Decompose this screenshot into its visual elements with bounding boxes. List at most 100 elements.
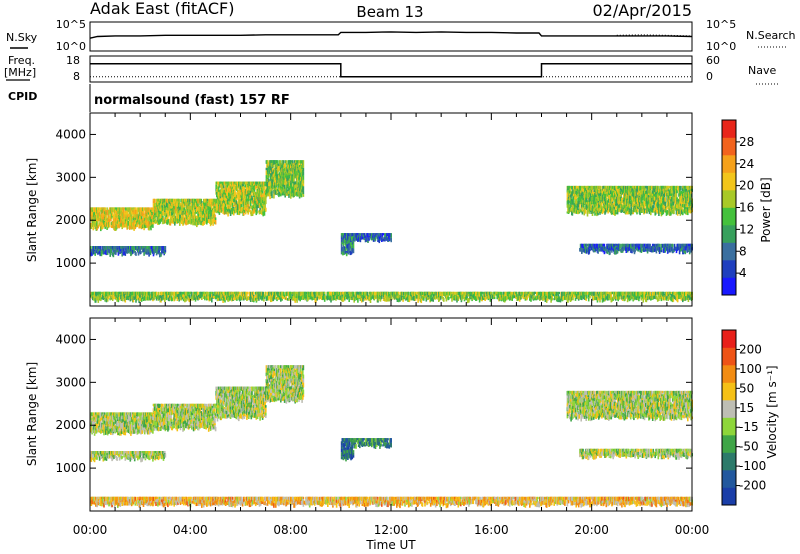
colorbar-tick-label: 100	[739, 362, 762, 376]
colorbar-tick-label: 20	[739, 179, 754, 193]
colorbar-swatch	[722, 400, 736, 418]
colorbar-swatch	[722, 260, 736, 278]
freq-right-tick-top: 60	[706, 54, 720, 67]
velocity-region-0	[90, 412, 154, 436]
power-region-5	[340, 233, 355, 257]
freq-left-unit: [MHz]	[4, 66, 36, 79]
colorbar-tick-label: -15	[739, 420, 759, 434]
colorbar-swatch	[722, 137, 736, 156]
velocity-region-3	[265, 365, 305, 404]
colorbar-swatch	[722, 330, 736, 348]
cpid-panel: CPID normalsound (fast) 157 RF	[8, 84, 290, 112]
power-region-9	[90, 291, 693, 304]
colorbar-swatch	[722, 487, 736, 506]
colorbar-swatch	[722, 242, 736, 261]
colorbar-swatch	[722, 347, 736, 366]
power-panel: 1000 2000 3000 4000 Slant Range [km] 4 8 12 16…	[25, 112, 773, 307]
y-tick-label: 1000	[55, 461, 86, 475]
power-colorbar-label: Power [dB]	[759, 177, 773, 242]
frequency-panel: Freq. [MHz] 18 8 60 0 Nave	[4, 54, 778, 85]
power-region-4	[90, 246, 167, 258]
velocity-region-1	[152, 403, 217, 432]
power-region-8	[579, 243, 693, 256]
colorbar-frame	[721, 329, 737, 506]
y-tick-label: 2000	[55, 418, 86, 432]
frequency-series	[90, 63, 692, 78]
radar-title: Adak East (fitACF)	[90, 0, 234, 18]
freq-left-label: Freq.	[8, 54, 35, 67]
colorbar-swatch	[722, 435, 736, 453]
colorbar-tick-label: 12	[739, 222, 754, 236]
noise-right-tick-top: 10^5	[706, 18, 736, 31]
power-region-6	[353, 233, 392, 244]
velocity-region-4	[90, 451, 167, 463]
power-region-0	[90, 207, 154, 232]
x-tick-label: 00:00	[73, 523, 108, 537]
colorbar-tick-label: 8	[739, 244, 747, 258]
cpid-text: normalsound (fast) 157 RF	[94, 93, 290, 108]
y-tick-label: 3000	[55, 375, 86, 389]
colorbar-tick-label: -100	[739, 459, 766, 473]
freq-left-tick-bottom: 8	[73, 70, 80, 83]
colorbar-tick-label: 50	[739, 381, 754, 395]
x-tick-label: 20:00	[574, 523, 609, 537]
colorbar-swatch	[722, 190, 736, 208]
colorbar-swatch	[722, 277, 736, 296]
x-tick-label: 00:00	[675, 523, 710, 537]
noise-panel: N.Sky 10^5 10^0 10^5 10^0 N.Search	[6, 18, 796, 53]
noise-left-tick-top: 10^5	[56, 18, 86, 31]
x-tick-label: 16:00	[474, 523, 509, 537]
time-axis-label: Time UT	[365, 538, 416, 552]
power-ylabel: Slant Range [km]	[25, 158, 39, 262]
colorbar-swatch	[722, 365, 736, 383]
noise-right-label: N.Search	[746, 29, 796, 42]
cpid-label: CPID	[8, 90, 37, 103]
colorbar-swatch	[722, 470, 736, 488]
colorbar-tick-label: -200	[739, 479, 766, 493]
date-title: 02/Apr/2015	[592, 1, 692, 20]
colorbar-tick-label: 200	[739, 342, 762, 356]
colorbar-tick-label: 15	[739, 401, 754, 415]
noise-left-label: N.Sky	[6, 31, 38, 44]
x-tick-label: 08:00	[273, 523, 308, 537]
frequency-panel-frame	[89, 55, 693, 83]
y-tick-label: 4000	[55, 127, 86, 141]
colorbar-swatch	[722, 207, 736, 226]
colorbar-swatch	[722, 452, 736, 471]
velocity-region-7	[566, 390, 693, 422]
y-tick-label: 1000	[55, 256, 86, 270]
power-region-3	[265, 160, 305, 200]
colorbar-swatch	[722, 155, 736, 173]
colorbar-tick-label: 16	[739, 201, 754, 215]
velocity-region-6	[353, 438, 392, 449]
colorbar-tick-label: 24	[739, 157, 754, 171]
colorbar-tick-label: -50	[739, 440, 759, 454]
velocity-colorbar-label: Velocity [m s⁻¹]	[765, 365, 779, 458]
velocity-region-5	[340, 438, 355, 462]
x-tick-label: 04:00	[173, 523, 208, 537]
velocity-ylabel: Slant Range [km]	[25, 362, 39, 466]
velocity-region-9	[90, 496, 693, 509]
velocity-panel: 1000 2000 3000 4000 00:00 04:00 08:00 12:00 16:0…	[25, 317, 779, 552]
colorbar-tick-label: 28	[739, 135, 754, 149]
y-tick-label: 2000	[55, 213, 86, 227]
colorbar-swatch	[722, 225, 736, 243]
nave-label: Nave	[748, 64, 776, 77]
colorbar-swatch	[722, 382, 736, 401]
freq-right-tick-bottom: 0	[706, 70, 713, 83]
power-region-7	[566, 185, 693, 217]
power-region-1	[152, 198, 217, 228]
velocity-region-8	[579, 448, 693, 461]
x-tick-label: 12:00	[374, 523, 409, 537]
noise-right-tick-bottom: 10^0	[706, 40, 736, 53]
noise-left-tick-bottom: 10^0	[56, 40, 86, 53]
beam-title: Beam 13	[356, 3, 423, 21]
noise-series-search	[616, 34, 693, 37]
colorbar-swatch	[722, 172, 736, 191]
colorbar-swatch	[722, 417, 736, 436]
y-tick-label: 3000	[55, 170, 86, 184]
velocity-region-2	[215, 386, 267, 422]
power-region-2	[215, 181, 267, 217]
freq-left-tick-top: 18	[66, 54, 80, 67]
